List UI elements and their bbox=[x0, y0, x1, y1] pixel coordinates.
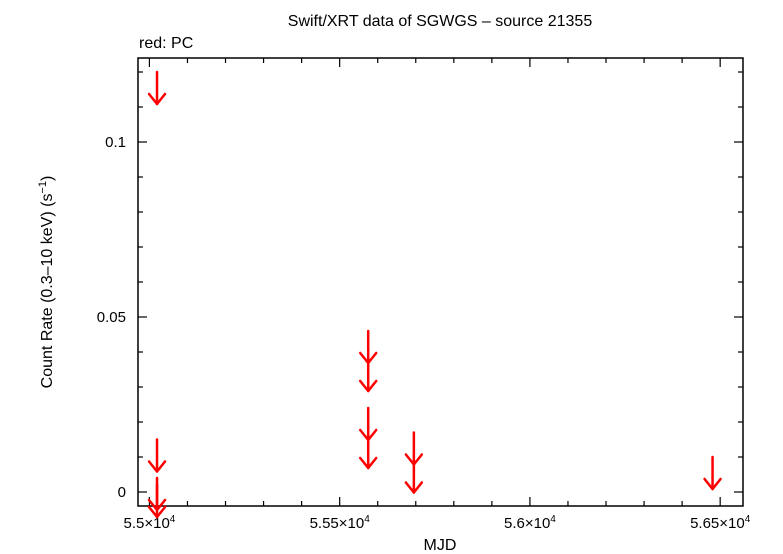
upper-limit-arrow bbox=[404, 459, 424, 494]
y-axis-label: Count Rate (0.3–10 keV) (s−1) bbox=[37, 176, 56, 389]
x-tick-labels: 5.5×104 5.55×104 5.6×104 5.65×104 bbox=[123, 514, 750, 532]
y-tick-label: 0 bbox=[118, 484, 126, 501]
upper-limit-arrow bbox=[147, 438, 167, 473]
upper-limit-arrow bbox=[358, 434, 378, 470]
x-axis-label: MJD bbox=[424, 537, 457, 554]
upper-limit-arrow bbox=[147, 483, 167, 519]
y-axis-label-sup: −1 bbox=[37, 181, 49, 194]
y-tick-labels: 0 0.05 0.1 bbox=[97, 134, 126, 501]
y-tick-label: 0.05 bbox=[97, 309, 126, 326]
upper-limit-arrow bbox=[358, 357, 378, 393]
upper-limit-arrow bbox=[703, 455, 722, 491]
chart-title: Swift/XRT data of SGWGS – source 21355 bbox=[288, 13, 593, 30]
y-axis-label-main: Count Rate (0.3–10 keV) (s bbox=[39, 194, 56, 389]
chart-subtitle: red: PC bbox=[139, 35, 193, 52]
upper-limit-arrow bbox=[147, 70, 167, 106]
y-tick-label: 0.1 bbox=[105, 134, 126, 151]
x-tick-label: 5.5×104 bbox=[123, 514, 175, 532]
plot-frame bbox=[137, 57, 744, 507]
x-tick-label: 5.65×104 bbox=[690, 514, 751, 532]
axis-ticks bbox=[138, 58, 743, 506]
y-axis-label-end: ) bbox=[39, 176, 56, 181]
data-marks bbox=[147, 70, 722, 519]
x-tick-label: 5.55×104 bbox=[310, 514, 371, 532]
x-tick-label: 5.6×104 bbox=[504, 514, 556, 532]
